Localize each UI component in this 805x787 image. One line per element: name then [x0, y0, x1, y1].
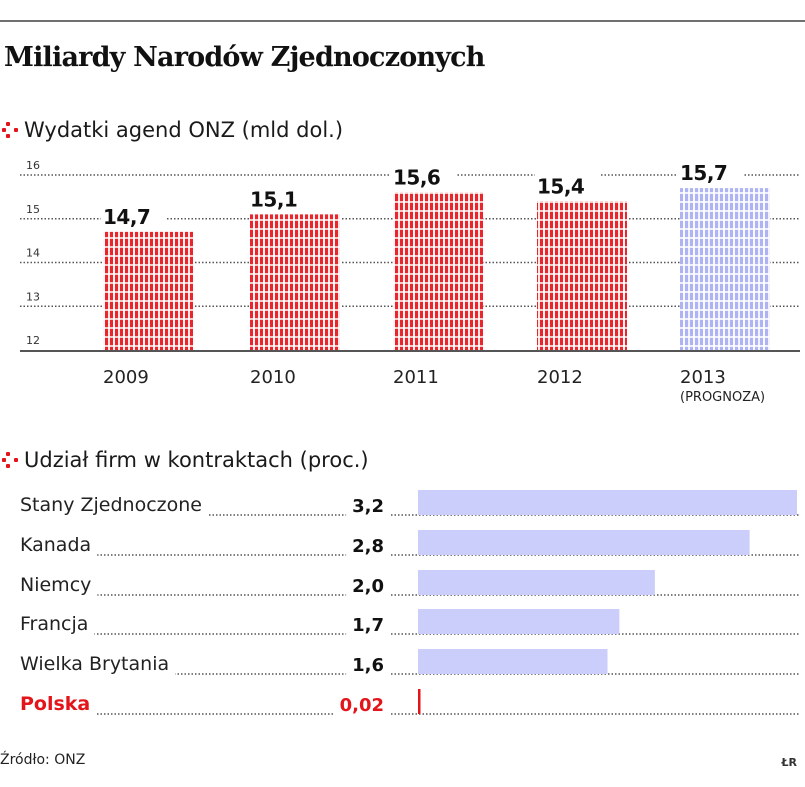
bar: [537, 201, 627, 350]
country-value-label: 0,02: [340, 695, 384, 716]
label-backdrop: [346, 493, 390, 519]
y-tick-label: 16: [26, 159, 40, 172]
section-title-contracts: Udział firm w kontraktach (proc.): [24, 448, 369, 472]
country-value-label: 3,2: [352, 496, 384, 517]
bar: [418, 570, 655, 595]
country-label: Francja: [20, 613, 88, 635]
section-header-contracts: Udział firm w kontraktach (proc.): [0, 448, 369, 472]
country-label: Wielka Brytania: [20, 653, 169, 675]
bar: [418, 649, 608, 674]
bar: [250, 214, 340, 350]
author-credit: ŁR: [781, 756, 797, 769]
country-label: Niemcy: [20, 574, 91, 596]
bar: [393, 192, 483, 350]
bar: [418, 490, 797, 515]
label-backdrop: [101, 203, 167, 228]
label-backdrop: [346, 573, 390, 599]
label-backdrop: [16, 612, 95, 638]
label-backdrop: [346, 533, 390, 559]
label-backdrop: [535, 173, 601, 198]
country-value-label: 2,0: [352, 576, 384, 597]
contracts-bar-chart: Stany Zjednoczone 3,2 Kanada 2,8 Niemcy 2,0 Fr…: [16, 490, 800, 718]
x-category-label: 2009: [103, 367, 149, 388]
section-marker-icon: [0, 121, 20, 139]
source-note: Źródło: ONZ: [0, 752, 86, 768]
bar: [103, 231, 193, 350]
bar: [418, 609, 620, 634]
label-backdrop: [346, 612, 390, 638]
section-header-expenses: Wydatki agend ONZ (mld dol.): [0, 118, 343, 142]
top-rule: [0, 20, 805, 22]
x-category-label: 2013: [680, 367, 726, 388]
label-backdrop: [16, 533, 98, 559]
forecast-bar: [680, 188, 770, 350]
x-category-label: 2012: [537, 367, 583, 388]
country-label: Polska: [20, 693, 90, 715]
label-backdrop: [346, 652, 390, 678]
expenses-bar-chart: 12 13 14 15 16 14,7 2009 15,1 2010 15,6 2011 15,4 20…: [20, 159, 800, 405]
bar-value-label: 15,6: [393, 166, 440, 190]
country-label: Kanada: [20, 534, 91, 556]
bar-value-label: 15,1: [250, 187, 297, 211]
label-backdrop: [16, 652, 176, 678]
y-tick-label: 15: [26, 203, 40, 216]
highlight-bar: [418, 689, 421, 714]
bar-value-label: 15,4: [537, 174, 584, 198]
bar-value-label: 14,7: [103, 205, 150, 229]
section-title-expenses: Wydatki agend ONZ (mld dol.): [24, 118, 344, 142]
label-backdrop: [16, 493, 208, 519]
label-backdrop: [333, 692, 390, 718]
section-marker-icon: [0, 451, 20, 469]
bar: [418, 530, 750, 555]
x-category-label: 2011: [393, 367, 439, 388]
country-value-label: 1,7: [352, 615, 384, 636]
y-tick-label: 14: [26, 247, 40, 260]
country-value-label: 2,8: [352, 536, 384, 557]
label-backdrop: [16, 573, 98, 599]
label-backdrop: [678, 160, 744, 185]
page-title: Miliardy Narodów Zjednoczonych: [4, 42, 485, 73]
label-backdrop: [391, 164, 457, 189]
country-label: Stany Zjednoczone: [20, 494, 202, 516]
label-backdrop: [248, 186, 314, 211]
x-category-sublabel: (PROGNOZA): [680, 390, 765, 405]
label-backdrop: [16, 692, 97, 718]
country-value-label: 1,6: [352, 655, 384, 676]
y-tick-label: 12: [26, 334, 40, 347]
bar-value-label: 15,7: [680, 161, 727, 185]
y-tick-label: 13: [26, 290, 40, 303]
x-category-label: 2010: [250, 367, 296, 388]
